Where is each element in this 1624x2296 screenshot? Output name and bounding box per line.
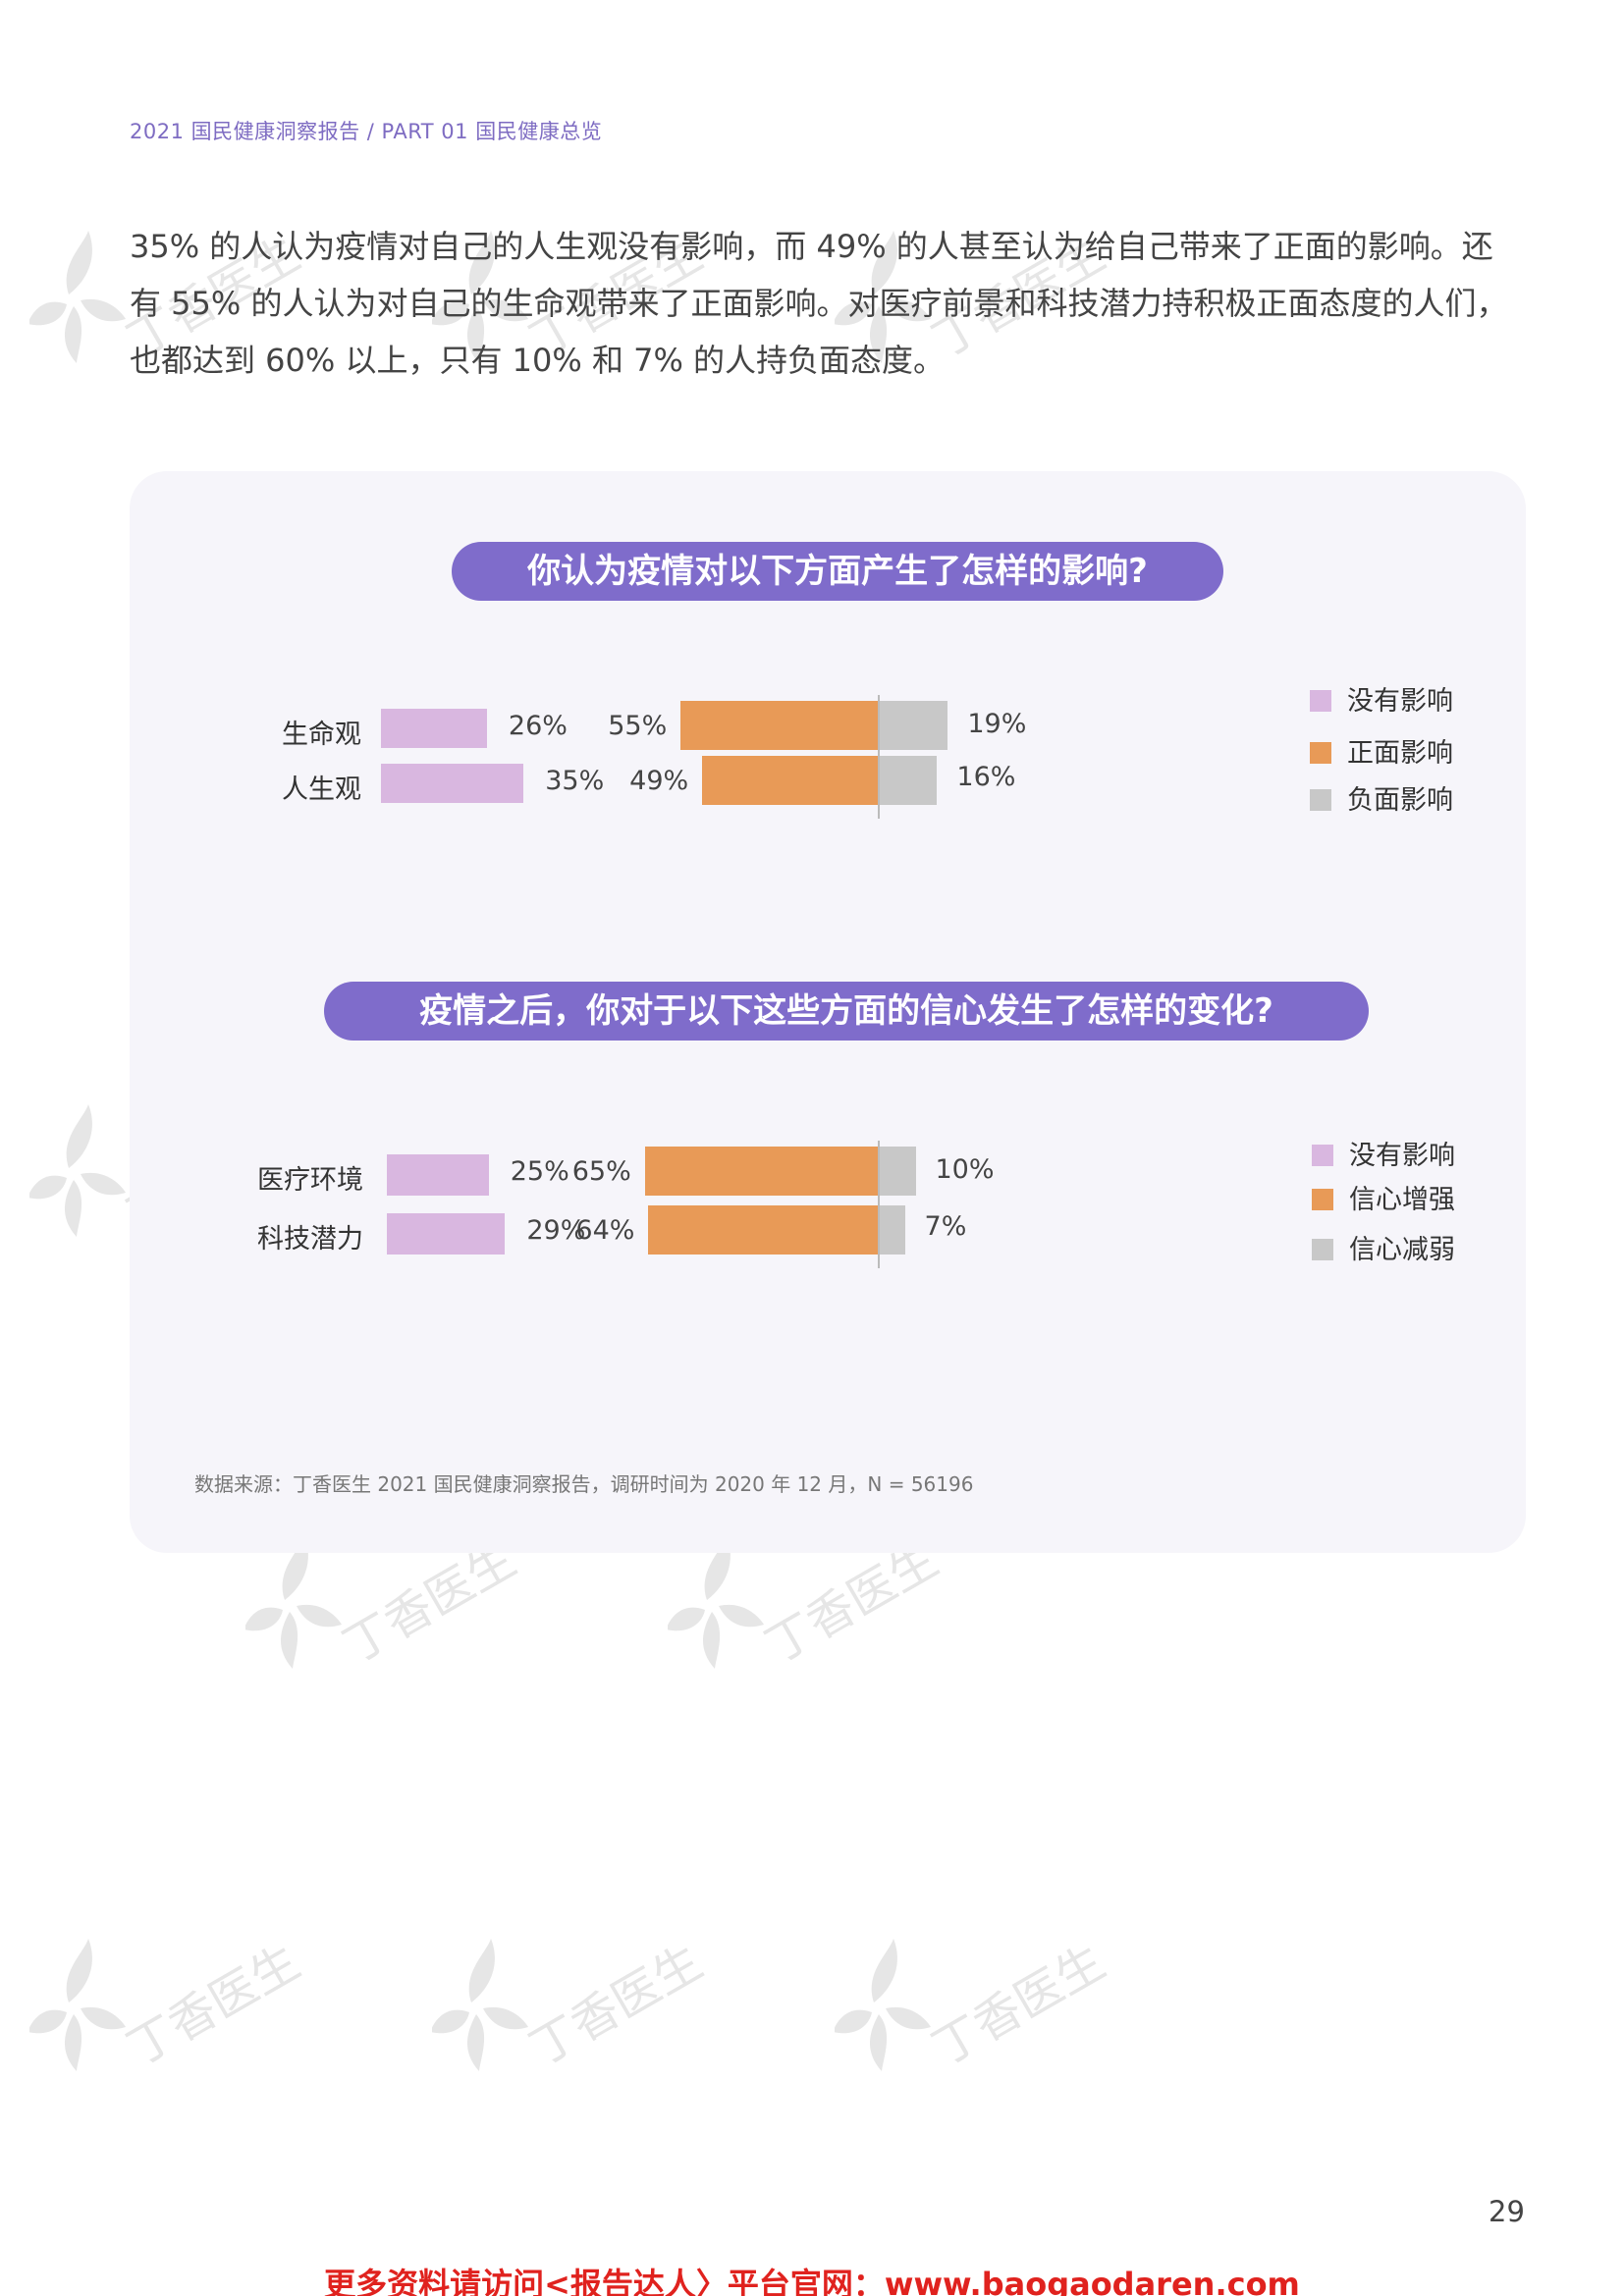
legend-label: 负面影响 (1347, 785, 1453, 816)
svg-text:丁香医生: 丁香医生 (520, 1935, 707, 2077)
legend-item: 没有影响 (1312, 1134, 1455, 1172)
category-label: 人生观 (282, 774, 361, 805)
bar-negative (880, 1205, 905, 1255)
value-label-negative: 19% (967, 709, 1027, 739)
data-source-note: 数据来源：丁香医生 2021 国民健康洞察报告，调研时间为 2020 年 12 … (194, 1472, 974, 1496)
bar-negative (880, 701, 948, 750)
legend-label: 正面影响 (1347, 738, 1453, 769)
legend-label: 没有影响 (1349, 1141, 1455, 1171)
chart-2-title: 疫情之后，你对于以下这些方面的信心发生了怎样的变化? (324, 982, 1369, 1041)
legend-swatch (1310, 788, 1331, 811)
legend-swatch (1310, 741, 1331, 764)
value-label-positive: 65% (571, 1156, 631, 1187)
watermark-logo: 丁香医生 (245, 1532, 520, 1675)
value-label-negative: 10% (935, 1154, 995, 1185)
bar-no-effect (381, 764, 524, 803)
legend-item: 正面影响 (1310, 731, 1453, 770)
bar-negative (880, 1147, 916, 1196)
legend-label: 没有影响 (1347, 686, 1453, 717)
bar-no-effect (387, 1154, 489, 1196)
bar-negative (880, 756, 938, 805)
footer-link[interactable]: 更多资料请访问<报告达人〉平台官网：www.baogaodaren.com (324, 2266, 1300, 2296)
bar-positive (702, 756, 878, 805)
bar-no-effect (387, 1213, 506, 1255)
legend-item: 信心减弱 (1312, 1228, 1455, 1266)
legend-item: 没有影响 (1310, 679, 1453, 718)
watermark-logo: 丁香医生 (29, 1935, 304, 2077)
category-label: 科技潜力 (257, 1224, 363, 1255)
legend-swatch (1312, 1238, 1333, 1260)
value-label-no-effect: 26% (508, 711, 568, 741)
bar-no-effect (381, 709, 487, 748)
diverging-axis (878, 695, 880, 819)
value-label-no-effect: 35% (545, 766, 605, 796)
chart-1-title: 你认为疫情对以下方面产生了怎样的影响? (452, 542, 1223, 601)
report-header: 2021 国民健康洞察报告 / PART 01 国民健康总览 (130, 120, 603, 143)
bar-positive (644, 1147, 878, 1196)
intro-paragraph: 35% 的人认为疫情对自己的人生观没有影响，而 49% 的人甚至认为给自己带来了… (130, 228, 1508, 379)
value-label-positive: 55% (608, 711, 668, 741)
value-label-negative: 16% (956, 762, 1016, 792)
legend-swatch (1310, 689, 1331, 712)
page-number: 29 (1489, 2195, 1525, 2228)
category-label: 生命观 (282, 720, 361, 750)
value-label-positive: 49% (629, 766, 689, 796)
watermark-logo: 丁香医生 (835, 1935, 1110, 2077)
category-label: 医疗环境 (257, 1165, 363, 1196)
watermark-logo: 丁香医生 (432, 1935, 707, 2077)
value-label-negative: 7% (924, 1211, 967, 1242)
value-label-positive: 64% (575, 1215, 635, 1246)
value-label-no-effect: 25% (510, 1156, 569, 1187)
diverging-axis (878, 1141, 880, 1268)
legend-swatch (1312, 1188, 1333, 1210)
legend-label: 信心增强 (1349, 1185, 1455, 1215)
watermark-logo: 丁香医生 (668, 1532, 943, 1675)
legend-item: 信心增强 (1312, 1178, 1455, 1216)
legend-swatch (1312, 1144, 1333, 1166)
value-label-no-effect: 29% (526, 1215, 586, 1246)
bar-positive (648, 1205, 878, 1255)
svg-text:丁香医生: 丁香医生 (334, 1532, 520, 1675)
svg-text:丁香医生: 丁香医生 (756, 1532, 943, 1675)
svg-text:丁香医生: 丁香医生 (923, 1935, 1110, 2077)
legend-item: 负面影响 (1310, 778, 1453, 817)
legend-label: 信心减弱 (1349, 1235, 1455, 1265)
svg-text:丁香医生: 丁香医生 (118, 1935, 304, 2077)
bar-positive (680, 701, 878, 750)
